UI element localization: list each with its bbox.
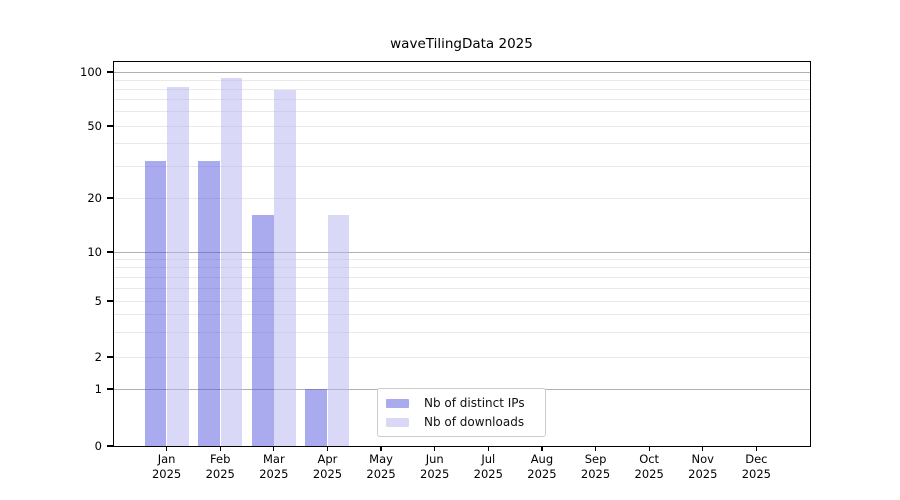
legend-swatch-downloads <box>386 417 409 427</box>
y-tick-label-20: 20 <box>87 191 102 205</box>
x-tickmark-jul <box>487 446 489 451</box>
gridline-minor-8 <box>113 267 810 269</box>
gridline-minor-80 <box>113 88 810 90</box>
gridline-minor-3 <box>113 331 810 333</box>
x-tickmark-jan <box>166 446 168 451</box>
gridline-minor-50 <box>113 125 810 127</box>
gridline-minor-2 <box>113 356 810 358</box>
x-tickmark-oct <box>648 446 650 451</box>
gridline-minor-4 <box>113 314 810 316</box>
legend-row-distinct-ips: Nb of distinct IPs <box>386 396 545 410</box>
bar-distinct-ips-jan <box>144 161 167 446</box>
y-tickmark-100 <box>107 71 113 73</box>
gridline-minor-30 <box>113 165 810 167</box>
y-tick-label-5: 5 <box>94 294 102 308</box>
x-tick-label-jan: Jan 2025 <box>151 452 182 481</box>
bar-downloads-jan <box>166 87 189 446</box>
chart-title: waveTilingData 2025 <box>390 36 533 52</box>
x-tickmark-apr <box>326 446 329 451</box>
gridline-minor-6 <box>113 287 810 289</box>
y-tickmark-50 <box>107 125 113 127</box>
y-tickmark-0 <box>107 445 113 447</box>
gridline-minor-7 <box>113 276 810 278</box>
y-tick-label-50: 50 <box>87 119 102 133</box>
x-tick-label-apr: Apr 2025 <box>312 452 343 481</box>
y-tick-label-1: 1 <box>94 382 102 396</box>
y-tickmark-10 <box>107 251 113 253</box>
x-tickmark-jun <box>434 446 436 451</box>
x-tick-label-mar: Mar 2025 <box>259 452 289 481</box>
gridline-minor-9 <box>113 258 810 260</box>
x-tick-label-nov: Nov 2025 <box>688 452 718 481</box>
y-tickmark-5 <box>107 300 113 302</box>
y-tickmark-2 <box>107 356 113 358</box>
x-tick-label-sep: Sep 2025 <box>580 452 611 481</box>
gridline-minor-70 <box>113 99 810 101</box>
y-tickmark-20 <box>107 197 113 199</box>
x-tickmark-sep <box>594 446 597 451</box>
x-tick-label-dec: Dec 2025 <box>741 452 772 481</box>
x-tick-label-oct: Oct 2025 <box>634 452 664 481</box>
bar-downloads-mar <box>274 90 296 446</box>
bar-distinct-ips-apr <box>305 389 328 446</box>
x-tick-label-aug: Aug 2025 <box>527 452 557 481</box>
y-tick-label-0: 0 <box>94 439 102 453</box>
y-tick-label-2: 2 <box>94 350 102 364</box>
x-tickmark-aug <box>541 446 543 451</box>
gridline-minor-90 <box>113 79 810 81</box>
y-tick-label-100: 100 <box>80 65 102 79</box>
x-tick-label-may: May 2025 <box>366 452 396 481</box>
x-tick-label-jun: Jun 2025 <box>420 452 450 481</box>
x-tickmark-nov <box>702 446 704 451</box>
x-tickmark-dec <box>755 446 757 451</box>
legend-label-distinct-ips: Nb of distinct IPs <box>424 396 525 410</box>
legend-row-downloads: Nb of downloads <box>386 415 545 429</box>
bar-downloads-feb <box>220 77 243 446</box>
gridline-minor-5 <box>113 300 810 302</box>
bar-distinct-ips-mar <box>251 215 274 446</box>
x-tickmark-feb <box>219 446 221 451</box>
bar-downloads-apr <box>327 215 350 446</box>
gridline-minor-40 <box>113 143 810 145</box>
legend: Nb of distinct IPs Nb of downloads <box>377 388 546 437</box>
gridline-major-10 <box>113 251 810 253</box>
x-tickmark-mar <box>273 446 275 451</box>
bar-distinct-ips-feb <box>198 161 220 446</box>
x-tick-label-jul: Jul 2025 <box>473 452 503 481</box>
x-tick-label-feb: Feb 2025 <box>205 452 235 481</box>
y-tick-label-10: 10 <box>87 245 102 259</box>
gridline-minor-20 <box>113 197 810 199</box>
legend-swatch-distinct-ips <box>386 398 409 408</box>
gridline-minor-60 <box>113 111 810 113</box>
gridline-major-100 <box>113 71 810 73</box>
y-tickmark-1 <box>107 388 113 390</box>
x-tickmark-may <box>380 446 382 451</box>
legend-label-downloads: Nb of downloads <box>424 415 525 429</box>
